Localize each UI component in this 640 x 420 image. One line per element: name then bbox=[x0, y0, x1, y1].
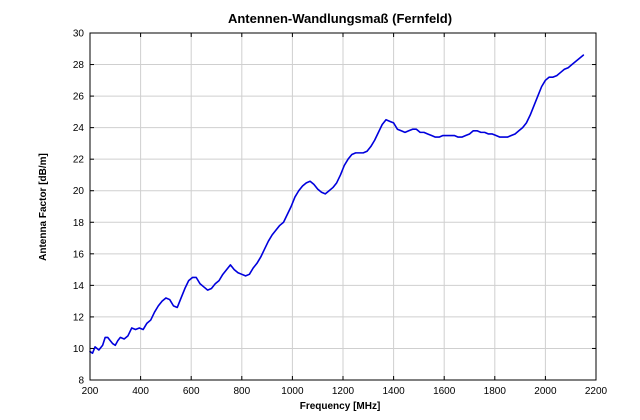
x-axis-label: Frequency [MHz] bbox=[300, 401, 381, 412]
y-tick-label: 26 bbox=[73, 92, 85, 103]
y-tick-label: 14 bbox=[73, 281, 85, 292]
chart-title: Antennen-Wandlungsmaß (Fernfeld) bbox=[228, 11, 452, 26]
series-layer bbox=[89, 54, 585, 354]
x-tick-label: 1400 bbox=[382, 386, 405, 397]
x-tick-label: 200 bbox=[82, 386, 99, 397]
y-tick-label: 22 bbox=[73, 155, 85, 166]
x-tick-label: 1200 bbox=[332, 386, 355, 397]
x-tick-label: 1800 bbox=[484, 386, 507, 397]
y-tick-label: 28 bbox=[73, 60, 85, 71]
y-tick-labels: 8 10 12 14 16 18 20 22 24 26 28 30 bbox=[73, 29, 85, 387]
y-tick-label: 18 bbox=[73, 218, 85, 229]
y-tick-label: 10 bbox=[73, 344, 85, 355]
y-tick-label: 8 bbox=[78, 376, 84, 387]
tick-marks bbox=[89, 32, 597, 381]
y-tick-label: 16 bbox=[73, 249, 85, 260]
y-axis-label: Antenna Factor [dB/m] bbox=[38, 153, 49, 261]
y-tick-label: 12 bbox=[73, 312, 85, 323]
y-tick-label: 24 bbox=[73, 123, 85, 134]
x-tick-label: 1600 bbox=[433, 386, 456, 397]
x-tick-label: 1000 bbox=[281, 386, 304, 397]
x-tick-labels: 200 400 600 800 1000 1200 1400 1600 1800 2000 2200 bbox=[82, 386, 608, 397]
y-tick-label: 30 bbox=[73, 29, 85, 40]
series-line-1 bbox=[89, 54, 585, 354]
x-tick-label: 2200 bbox=[585, 386, 608, 397]
x-tick-label: 800 bbox=[233, 386, 250, 397]
x-tick-label: 600 bbox=[183, 386, 200, 397]
x-tick-label: 400 bbox=[132, 386, 149, 397]
x-tick-label: 2000 bbox=[534, 386, 557, 397]
y-tick-label: 20 bbox=[73, 186, 85, 197]
